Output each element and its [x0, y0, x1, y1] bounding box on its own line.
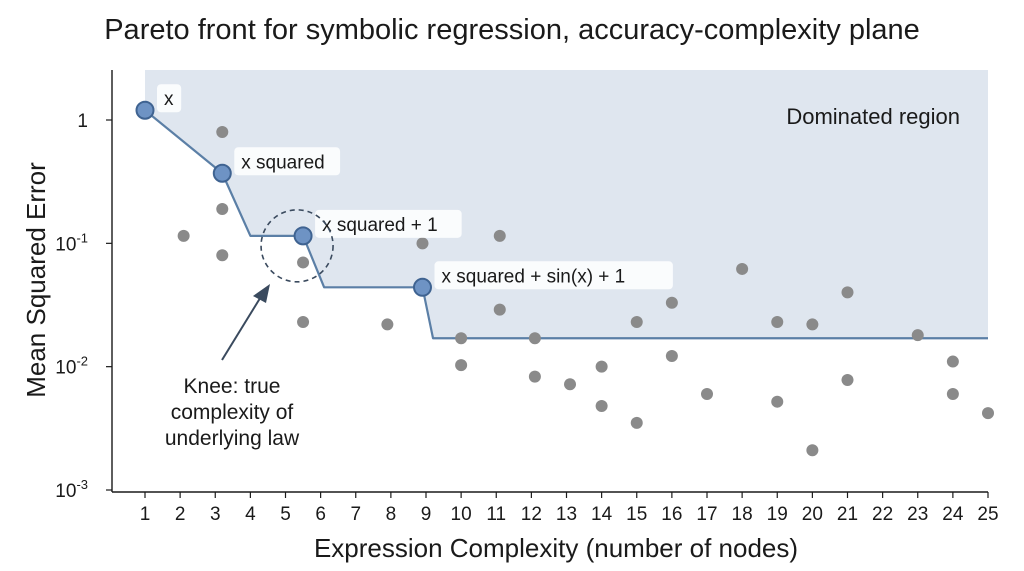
- x-tick-label: 16: [661, 504, 682, 525]
- candidate-point: [528, 370, 541, 383]
- y-tick-label: 10-1: [55, 230, 88, 255]
- x-tick-label: 19: [767, 504, 788, 525]
- candidate-point: [841, 286, 854, 299]
- x-tick-label: 25: [977, 504, 998, 525]
- candidate-point: [665, 296, 678, 309]
- knee-annotation-text: underlying law: [165, 427, 300, 450]
- candidate-point: [381, 318, 394, 331]
- candidate-point: [665, 350, 678, 363]
- knee-arrow-head: [253, 284, 270, 303]
- pareto-point-label: x squared + sin(x) + 1: [441, 266, 625, 287]
- x-tick-label: 2: [175, 504, 186, 525]
- candidate-point: [630, 316, 643, 329]
- candidate-point: [841, 373, 854, 386]
- x-tick-label: 15: [626, 504, 647, 525]
- candidate-point: [771, 395, 784, 408]
- candidate-point: [736, 262, 749, 275]
- x-tick-label: 12: [521, 504, 542, 525]
- x-tick-label: 24: [942, 504, 964, 525]
- pareto-point-label: x squared + 1: [322, 215, 438, 236]
- pareto-point-label: x: [164, 89, 174, 110]
- knee-annotation-text: Knee: true: [184, 375, 281, 398]
- y-tick-label: 10-3: [55, 477, 88, 502]
- dominated-region: [145, 70, 988, 339]
- candidate-point: [595, 399, 608, 412]
- pareto-label-box: [157, 84, 182, 113]
- x-tick-label: 11: [486, 504, 506, 525]
- pareto-point: [293, 226, 313, 246]
- pareto-label-box: [315, 209, 462, 238]
- knee-arrow-shaft: [221, 294, 263, 361]
- y-axis-label: Mean Squared Error: [21, 162, 51, 398]
- candidate-point: [806, 318, 819, 331]
- candidate-point: [297, 316, 310, 329]
- pareto-front-line: [144, 109, 988, 340]
- candidate-point: [595, 360, 608, 373]
- pareto-label-box: [434, 261, 673, 290]
- x-axis-label: Expression Complexity (number of nodes): [314, 533, 798, 563]
- candidate-point: [701, 388, 713, 401]
- x-tick-label: 10: [451, 504, 472, 525]
- candidate-point: [216, 125, 229, 138]
- candidate-point: [216, 202, 229, 215]
- candidate-point: [493, 229, 506, 242]
- candidate-point: [982, 407, 994, 420]
- chart-title: Pareto front for symbolic regression, ac…: [104, 14, 920, 46]
- candidate-point: [771, 316, 784, 329]
- candidate-point: [564, 378, 577, 391]
- pareto-label-box: [234, 147, 341, 176]
- x-tick-label: 3: [210, 504, 221, 525]
- y-tick-label: 10-2: [55, 354, 88, 379]
- candidate-point: [946, 388, 959, 401]
- pareto-point: [412, 277, 432, 297]
- candidate-point: [630, 416, 643, 429]
- candidate-point: [297, 256, 310, 269]
- x-tick-label: 18: [732, 504, 753, 525]
- x-tick-label: 8: [386, 504, 397, 525]
- x-tick-label: 6: [315, 504, 326, 525]
- x-tick-label: 14: [591, 504, 613, 525]
- candidate-point: [177, 229, 190, 242]
- pareto-point-label: x squared: [241, 152, 324, 173]
- knee-highlight-circle: [260, 209, 334, 283]
- candidate-point: [455, 359, 468, 372]
- candidate-point: [416, 237, 429, 250]
- x-tick-label: 20: [802, 504, 823, 525]
- x-tick-label: 17: [696, 504, 717, 525]
- candidate-point: [528, 332, 541, 345]
- candidate-point: [216, 249, 229, 262]
- x-tick-label: 1: [140, 504, 151, 525]
- dominated-region-label: Dominated region: [786, 104, 960, 129]
- y-tick-label: 1: [77, 111, 88, 132]
- pareto-point: [135, 100, 155, 120]
- x-tick-label: 21: [837, 504, 858, 525]
- pareto-point: [212, 163, 232, 183]
- knee-annotation-text: complexity of: [171, 401, 294, 424]
- x-tick-label: 9: [421, 504, 432, 525]
- x-tick-label: 7: [350, 504, 361, 525]
- candidate-point: [946, 355, 959, 368]
- x-tick-label: 23: [907, 504, 928, 525]
- candidate-point: [806, 444, 819, 457]
- x-tick-label: 22: [872, 504, 893, 525]
- x-tick-label: 5: [280, 504, 291, 525]
- candidate-point: [911, 329, 924, 342]
- candidate-point: [493, 303, 506, 316]
- x-tick-label: 4: [245, 504, 256, 525]
- x-tick-label: 13: [556, 504, 577, 525]
- candidate-point: [455, 332, 468, 345]
